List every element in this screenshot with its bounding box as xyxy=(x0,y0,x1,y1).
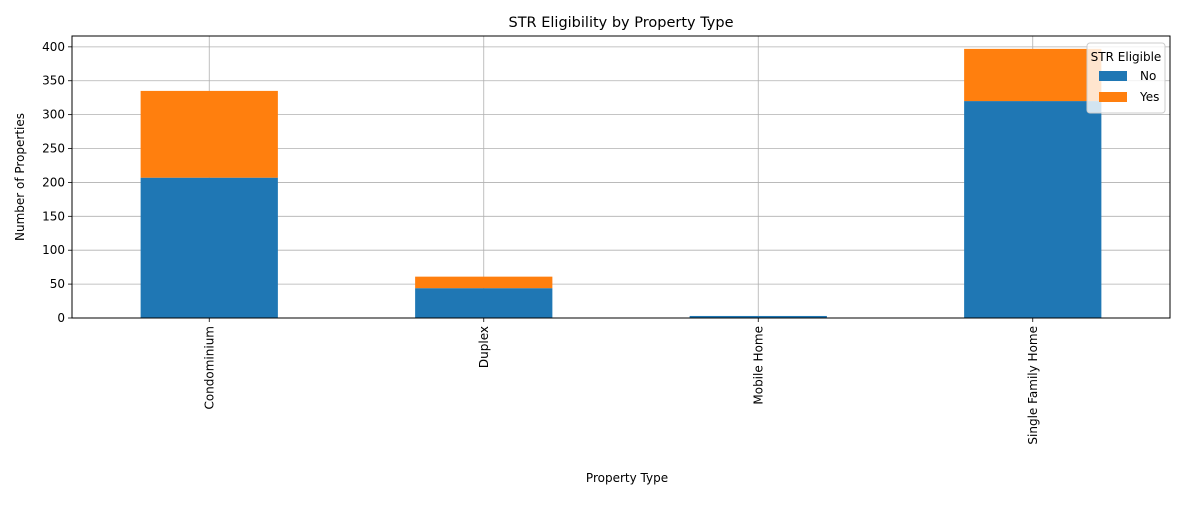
x-tick-label: Single Family Home xyxy=(1026,326,1040,445)
bar-duplex-yes xyxy=(415,276,553,289)
y-tick-label: 400 xyxy=(42,40,65,54)
y-tick-label: 150 xyxy=(42,209,65,223)
y-tick-label: 0 xyxy=(57,311,65,325)
y-tick-label: 250 xyxy=(42,142,65,156)
bar-condominium-yes xyxy=(140,90,278,178)
x-tick-label: Condominium xyxy=(202,326,216,410)
y-tick-label: 50 xyxy=(50,277,65,291)
y-axis-ticks: 0 50 100 150 200 250 300 350 400 xyxy=(42,40,72,325)
legend-title: STR Eligible xyxy=(1091,50,1162,64)
legend: STR Eligible No Yes xyxy=(1086,42,1166,114)
y-tick-label: 200 xyxy=(42,175,65,189)
y-tick-label: 350 xyxy=(42,74,65,88)
x-axis-ticks: Condominium Duplex Mobile Home Single Famil… xyxy=(202,318,1040,445)
plot-frame xyxy=(71,35,1171,319)
x-tick-label: Mobile Home xyxy=(751,326,765,405)
y-tick-label: 100 xyxy=(42,243,65,257)
bar-mobile-home-no xyxy=(689,315,827,318)
x-tick-label: Duplex xyxy=(477,326,491,368)
bar-single-family-home-no xyxy=(964,101,1102,318)
legend-label-yes: Yes xyxy=(1139,90,1159,104)
legend-swatch-yes xyxy=(1099,92,1127,102)
x-axis-label: Property Type xyxy=(586,471,668,485)
bar-duplex-no xyxy=(415,288,553,318)
bar-condominium-no xyxy=(140,177,278,318)
y-axis-label: Number of Properties xyxy=(13,113,27,241)
chart-title: STR Eligibility by Property Type xyxy=(508,15,733,31)
y-tick-label: 300 xyxy=(42,108,65,122)
bar-single-family-home-yes xyxy=(964,48,1102,102)
bars xyxy=(140,48,1102,318)
legend-swatch-no xyxy=(1099,71,1127,81)
legend-label-no: No xyxy=(1140,69,1156,83)
